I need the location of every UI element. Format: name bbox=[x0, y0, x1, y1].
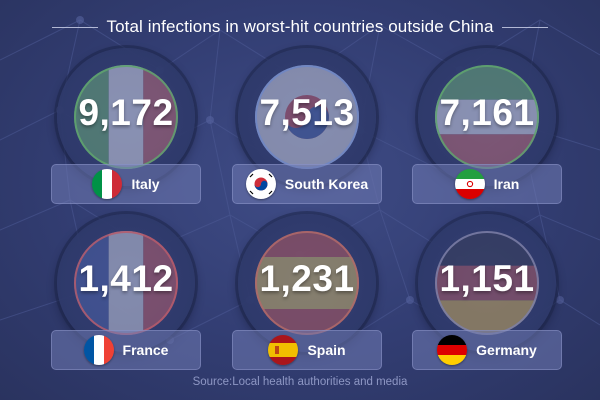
value-ring: 1,412 bbox=[57, 214, 195, 352]
iran-flag-icon bbox=[454, 169, 485, 199]
chart-title: Total infections in worst-hit countries … bbox=[106, 17, 494, 36]
infection-count: 1,412 bbox=[78, 258, 174, 299]
country-label: Spain bbox=[232, 330, 382, 370]
south-korea-flag-icon bbox=[245, 169, 276, 199]
country-name: Germany bbox=[476, 342, 537, 358]
country-card-italy: 9,172 Italy bbox=[51, 48, 201, 208]
country-name: Iran bbox=[493, 176, 520, 192]
source-note: Source:Local health authorities and medi… bbox=[192, 376, 408, 388]
germany-flag-icon bbox=[437, 335, 468, 365]
country-card-spain: 1,231 Spain bbox=[232, 214, 382, 374]
country-name: South Korea bbox=[284, 176, 369, 192]
infection-count: 1,151 bbox=[439, 258, 535, 299]
country-card-germany: 1,151 Germany bbox=[412, 214, 562, 374]
title-left-rule bbox=[52, 26, 99, 28]
infection-count: 7,161 bbox=[439, 92, 535, 133]
title-right-rule bbox=[501, 26, 548, 28]
country-card-south-korea: 7,513 South Korea bbox=[232, 48, 382, 208]
title-row: Total infections in worst-hit countries … bbox=[0, 14, 600, 40]
country-card-iran: 7,161 Iran bbox=[412, 48, 562, 208]
country-label: Italy bbox=[51, 164, 201, 204]
country-card-france: 1,412 France bbox=[51, 214, 201, 374]
infection-count: 9,172 bbox=[78, 92, 174, 133]
country-label: Iran bbox=[412, 164, 562, 204]
country-label: South Korea bbox=[232, 164, 382, 204]
italy-flag-icon bbox=[92, 169, 123, 199]
value-ring: 9,172 bbox=[57, 48, 195, 186]
country-name: France bbox=[122, 342, 169, 358]
country-label: France bbox=[51, 330, 201, 370]
country-label: Germany bbox=[412, 330, 562, 370]
value-ring: 7,513 bbox=[238, 48, 376, 186]
country-name: Spain bbox=[307, 342, 346, 358]
infection-count: 1,231 bbox=[259, 258, 355, 299]
spain-flag-icon bbox=[268, 335, 299, 365]
france-flag-icon bbox=[83, 335, 114, 365]
country-name: Italy bbox=[131, 176, 160, 192]
infection-count: 7,513 bbox=[259, 92, 355, 133]
